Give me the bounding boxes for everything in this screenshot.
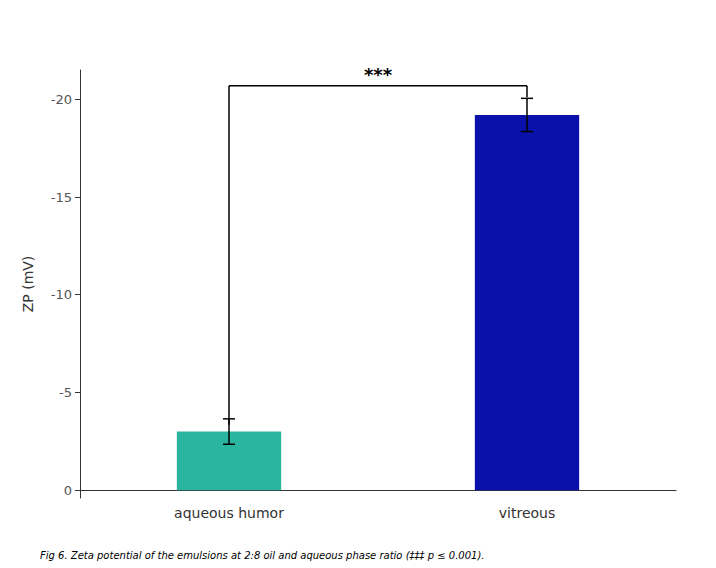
svg-text:vitreous: vitreous	[499, 505, 555, 521]
svg-text:-5: -5	[59, 385, 72, 400]
svg-text:-10: -10	[51, 287, 72, 302]
svg-text:Fig 6. Zeta potential of the e: Fig 6. Zeta potential of the emulsions a…	[40, 550, 485, 561]
svg-text:-20: -20	[51, 92, 72, 107]
svg-text:aqueous humor: aqueous humor	[174, 505, 284, 521]
svg-text:***: ***	[364, 64, 393, 85]
svg-text:-15: -15	[51, 190, 72, 205]
svg-text:0: 0	[64, 483, 72, 498]
svg-text:ZP (mV): ZP (mV)	[20, 256, 36, 313]
